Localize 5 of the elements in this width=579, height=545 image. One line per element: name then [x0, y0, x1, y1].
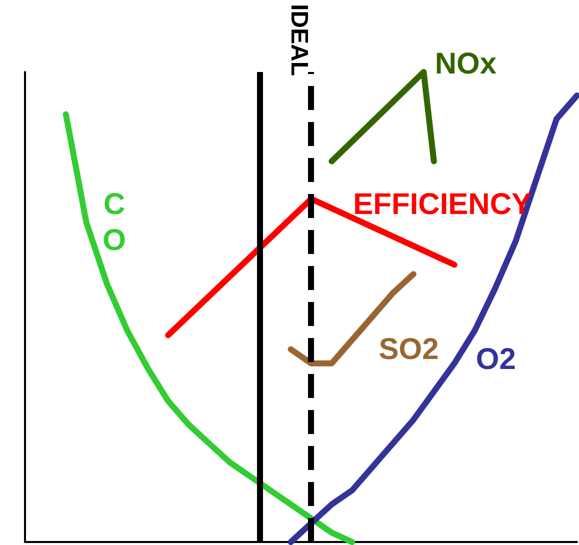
- series-label: CO: [102, 188, 126, 257]
- series-label: NOx: [434, 48, 497, 80]
- annotation: IDEAL: [286, 4, 313, 76]
- series-label: SO2: [378, 332, 439, 366]
- series-label: O2: [476, 343, 516, 376]
